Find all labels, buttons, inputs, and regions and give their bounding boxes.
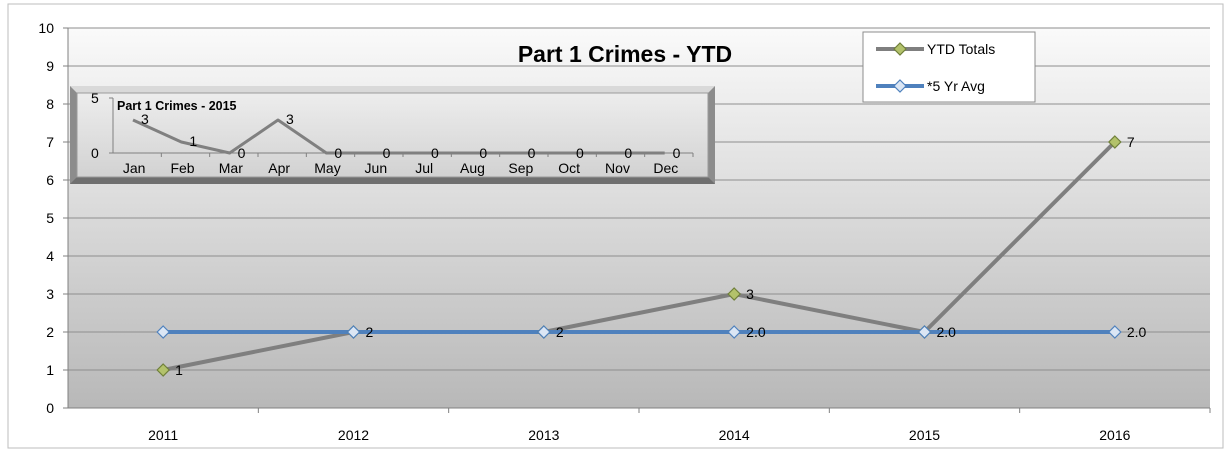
data-point bbox=[1107, 325, 1122, 339]
y-tick-label: 6 bbox=[46, 172, 54, 188]
inset-title: Part 1 Crimes - 2015 bbox=[117, 99, 237, 113]
data-point bbox=[536, 325, 551, 339]
data-label: 7 bbox=[1127, 134, 1135, 150]
inset-x-tick-label: Aug bbox=[460, 160, 485, 176]
inset-data-label: 0 bbox=[528, 145, 536, 161]
data-point bbox=[156, 363, 171, 377]
data-point bbox=[727, 287, 742, 301]
inset-x-tick-label: Jun bbox=[365, 160, 388, 176]
x-tick-label: 2013 bbox=[528, 427, 559, 443]
y-tick-label: 3 bbox=[46, 286, 54, 302]
inset-x-tick-label: Jan bbox=[123, 160, 146, 176]
inset-data-label: 3 bbox=[286, 111, 294, 127]
data-label: 2.0 bbox=[937, 324, 957, 340]
inset-series-line bbox=[132, 118, 665, 155]
y-tick-label: 2 bbox=[46, 324, 54, 340]
series-line bbox=[162, 140, 1117, 372]
y-tick-label: 5 bbox=[46, 210, 54, 226]
data-point bbox=[156, 325, 171, 339]
inset-data-label: 3 bbox=[141, 111, 149, 127]
inset-x-tick-label: Jul bbox=[415, 160, 433, 176]
x-tick-label: 2011 bbox=[148, 427, 178, 443]
data-label: 2 bbox=[366, 324, 374, 340]
inset-x-tick-label: Feb bbox=[170, 160, 194, 176]
data-label: 2.0 bbox=[746, 324, 766, 340]
data-label: 2 bbox=[556, 324, 564, 340]
inset-data-label: 0 bbox=[383, 145, 391, 161]
y-tick-label: 10 bbox=[38, 20, 54, 36]
x-tick-label: 2014 bbox=[719, 427, 750, 443]
x-tick-label: 2015 bbox=[909, 427, 940, 443]
inset-y-tick-label: 5 bbox=[91, 90, 99, 106]
inset-data-label: 0 bbox=[238, 145, 246, 161]
data-point bbox=[917, 325, 932, 339]
legend-entry: YTD Totals bbox=[927, 41, 995, 57]
data-label: 2.0 bbox=[1127, 324, 1147, 340]
inset-x-tick-label: Apr bbox=[268, 160, 290, 176]
inset-y-tick-label: 0 bbox=[91, 145, 99, 161]
inset-data-label: 0 bbox=[576, 145, 584, 161]
y-tick-label: 9 bbox=[46, 58, 54, 74]
data-point bbox=[1107, 135, 1122, 149]
inset-x-tick-label: May bbox=[314, 160, 340, 176]
inset-data-label: 1 bbox=[189, 133, 197, 149]
inset-x-tick-label: Sep bbox=[508, 160, 533, 176]
chart-title: Part 1 Crimes - YTD bbox=[518, 41, 732, 67]
inset-chart: Part 1 Crimes - 2015 0 5 Jan Feb Mar Apr May Ju… bbox=[70, 86, 715, 184]
y-tick-label: 0 bbox=[46, 400, 54, 416]
inset-x-tick-label: Nov bbox=[605, 160, 630, 176]
x-tick-label: 2016 bbox=[1099, 427, 1130, 443]
inset-x-tick-label: Oct bbox=[558, 160, 580, 176]
data-label: 3 bbox=[746, 286, 754, 302]
inset-x-tick-label: Mar bbox=[219, 160, 243, 176]
legend-marker bbox=[893, 79, 907, 93]
x-tick-label: 2012 bbox=[338, 427, 369, 443]
y-tick-label: 8 bbox=[46, 96, 54, 112]
inset-data-label: 0 bbox=[479, 145, 487, 161]
inset-data-label: 0 bbox=[673, 145, 681, 161]
legend: YTD Totals *5 Yr Avg bbox=[862, 31, 1036, 103]
y-tick-label: 7 bbox=[46, 134, 54, 150]
inset-x-tick-label: Dec bbox=[653, 160, 678, 176]
legend-entry: *5 Yr Avg bbox=[927, 78, 985, 94]
data-point bbox=[727, 325, 742, 339]
data-label: 1 bbox=[175, 362, 183, 378]
y-tick-label: 1 bbox=[46, 362, 54, 378]
inset-data-label: 0 bbox=[624, 145, 632, 161]
inset-data-label: 0 bbox=[431, 145, 439, 161]
data-point bbox=[346, 325, 361, 339]
series-layer: 1 2 2 3 7 2.0 2.0 2.0 bbox=[156, 134, 1147, 378]
y-tick-label: 4 bbox=[46, 248, 54, 264]
inset-data-label: 0 bbox=[334, 145, 342, 161]
legend-marker bbox=[893, 42, 907, 56]
